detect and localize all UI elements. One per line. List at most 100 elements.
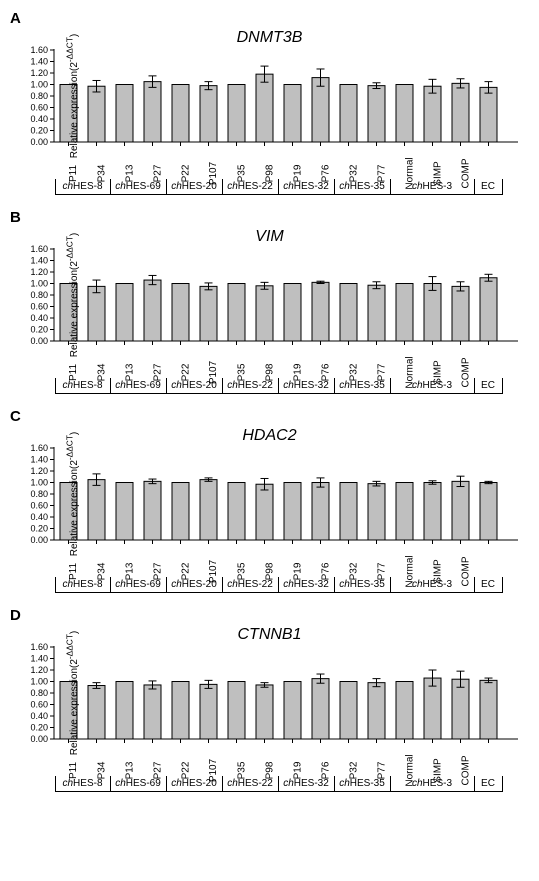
bar xyxy=(452,286,469,341)
y-tick-label: 1.00 xyxy=(30,478,48,488)
y-axis-label: Relative expression(2-ΔΔCT) xyxy=(65,34,80,159)
x-tick-label: P22 xyxy=(180,364,191,382)
chart-area: Relative expression(2-ΔΔCT)0.000.200.400… xyxy=(54,248,535,342)
bar xyxy=(172,483,189,541)
bar-chart-svg: 0.000.200.400.600.801.001.201.401.60 xyxy=(54,646,520,740)
y-tick-label: 1.00 xyxy=(30,279,48,289)
y-tick-label: 0.60 xyxy=(30,700,48,710)
panel-c: CHDAC2Relative expression(2-ΔΔCT)0.000.2… xyxy=(4,408,535,593)
bar xyxy=(368,683,385,739)
bar xyxy=(172,682,189,740)
x-tick-label: P34 xyxy=(96,364,107,382)
x-tick-label: COMP xyxy=(461,358,472,388)
y-tick-label: 1.00 xyxy=(30,677,48,687)
y-tick-label: 1.20 xyxy=(30,466,48,476)
x-tick-label: P77 xyxy=(376,563,387,581)
x-tick-label: P11 xyxy=(69,165,80,182)
bar xyxy=(396,483,413,541)
x-tick-label: P11 xyxy=(69,762,80,779)
y-tick-label: 1.40 xyxy=(30,256,48,266)
bar xyxy=(284,682,301,740)
x-tick-label: P27 xyxy=(152,364,163,382)
x-tick-label: SIMP xyxy=(432,758,443,782)
y-tick-label: 0.40 xyxy=(30,711,48,721)
bar xyxy=(200,86,217,142)
chart-title: CTNNB1 xyxy=(4,626,535,644)
bar xyxy=(396,284,413,342)
bar xyxy=(452,83,469,142)
y-tick-label: 1.60 xyxy=(30,443,48,453)
bar xyxy=(228,85,245,143)
bar xyxy=(172,85,189,143)
x-labels-row: P11P34P13P27P22P107P35P98P19P76P32P77Nor… xyxy=(54,145,535,179)
y-tick-label: 1.00 xyxy=(30,80,48,90)
x-tick-label: P19 xyxy=(292,563,303,581)
panel-b: BVIMRelative expression(2-ΔΔCT)0.000.200… xyxy=(4,209,535,394)
y-tick-label: 0.00 xyxy=(30,734,48,744)
x-tick-label: P19 xyxy=(292,364,303,382)
x-tick-label: P107 xyxy=(208,759,219,782)
bar xyxy=(452,679,469,739)
y-tick-label: 0.80 xyxy=(30,688,48,698)
y-axis-label: Relative expression(2-ΔΔCT) xyxy=(65,432,80,557)
bar xyxy=(144,481,161,540)
bar xyxy=(116,284,133,342)
x-tick-label: P13 xyxy=(124,762,135,780)
x-tick-label: P27 xyxy=(152,762,163,780)
y-tick-label: 0.00 xyxy=(30,336,48,346)
group-label: EC xyxy=(475,577,503,593)
panel-letter: C xyxy=(10,408,535,425)
bar xyxy=(312,78,329,142)
group-label: EC xyxy=(475,179,503,195)
x-labels-row: P11P34P13P27P22P107P35P98P19P76P32P77Nor… xyxy=(54,344,535,378)
y-tick-label: 0.00 xyxy=(30,137,48,147)
bar xyxy=(452,481,469,540)
x-tick-label: P19 xyxy=(292,165,303,183)
x-tick-label: P32 xyxy=(348,563,359,581)
x-tick-label: P22 xyxy=(180,563,191,581)
x-tick-label: COMP xyxy=(461,756,472,786)
y-tick-label: 1.40 xyxy=(30,654,48,664)
bar xyxy=(228,284,245,342)
x-labels-row: P11P34P13P27P22P107P35P98P19P76P32P77Nor… xyxy=(54,742,535,776)
x-tick-label: P107 xyxy=(208,162,219,185)
bar xyxy=(116,483,133,541)
y-tick-label: 0.60 xyxy=(30,501,48,511)
x-tick-label: SIMP xyxy=(432,360,443,384)
x-tick-label: P98 xyxy=(264,165,275,183)
x-tick-label: P27 xyxy=(152,165,163,183)
panel-letter: B xyxy=(10,209,535,226)
bar xyxy=(340,284,357,342)
y-tick-label: 1.40 xyxy=(30,57,48,67)
x-tick-label: SIMP xyxy=(432,559,443,583)
bar xyxy=(228,682,245,740)
y-tick-label: 0.80 xyxy=(30,290,48,300)
bar xyxy=(256,484,273,540)
bar xyxy=(144,280,161,341)
x-tick-label: Normal xyxy=(405,555,416,587)
bar xyxy=(88,480,105,540)
bar xyxy=(312,282,329,341)
y-tick-label: 0.60 xyxy=(30,302,48,312)
bar xyxy=(480,87,497,142)
bar xyxy=(396,85,413,143)
bar xyxy=(200,480,217,540)
x-tick-label: P35 xyxy=(236,762,247,780)
bar xyxy=(116,85,133,143)
x-tick-label: Normal xyxy=(405,356,416,388)
group-label: EC xyxy=(475,776,503,792)
y-tick-label: 0.20 xyxy=(30,126,48,136)
x-tick-label: P98 xyxy=(264,563,275,581)
y-tick-label: 0.20 xyxy=(30,325,48,335)
bar xyxy=(340,483,357,541)
bar xyxy=(424,284,441,342)
x-tick-label: P13 xyxy=(124,165,135,183)
x-tick-label: P32 xyxy=(348,364,359,382)
x-tick-label: Normal xyxy=(405,754,416,786)
group-label: EC xyxy=(475,378,503,394)
bar xyxy=(284,85,301,143)
bar xyxy=(256,685,273,739)
y-tick-label: 1.20 xyxy=(30,665,48,675)
x-tick-label: P98 xyxy=(264,762,275,780)
bar xyxy=(340,682,357,740)
